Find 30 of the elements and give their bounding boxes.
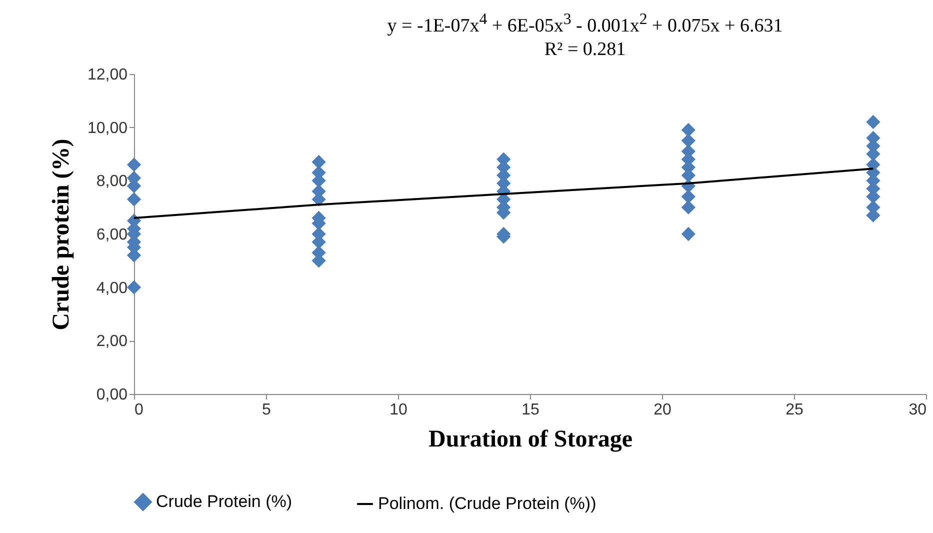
x-tick-label: 30	[908, 402, 927, 418]
x-tick-label: 25	[786, 402, 804, 418]
y-tick-label: 12,00	[87, 66, 128, 84]
legend-label: Polinom. (Crude Protein (%))	[378, 494, 596, 513]
y-tick-label: 0,00	[96, 386, 128, 404]
point	[681, 200, 696, 214]
y-tick-label: 4,00	[96, 280, 128, 297]
y-tick-label: 10,00	[87, 120, 128, 137]
text: R² = 0.281	[543, 38, 627, 62]
x-tick-label: 15	[522, 402, 540, 418]
point	[126, 158, 142, 172]
x-tick-label: 20	[654, 402, 672, 418]
x-axis-title: Duration of Storage	[428, 426, 633, 452]
x-tick-label: 10	[390, 402, 408, 418]
point	[681, 122, 696, 138]
y-tick-label: 8,00	[96, 173, 128, 190]
point	[312, 154, 326, 170]
legend-label: Crude Protein (%)	[156, 492, 292, 512]
point	[866, 114, 880, 130]
y-axis-title: Crude protein (%)	[48, 138, 74, 330]
text: y = -1E-07x$^{4}$ + 6E-05x$^{3}$ - 0.001x$^{2}$ + 0.075x + 6.631	[386, 10, 784, 38]
point	[126, 192, 142, 206]
point	[681, 134, 696, 148]
point	[681, 190, 696, 204]
y-tick-label: 6,00	[96, 226, 128, 244]
point	[681, 226, 696, 242]
x-tick-label: 5	[262, 402, 272, 418]
x-tick-label: 0	[134, 402, 144, 418]
y-tick-label: 2,00	[96, 333, 128, 350]
point	[126, 280, 142, 294]
